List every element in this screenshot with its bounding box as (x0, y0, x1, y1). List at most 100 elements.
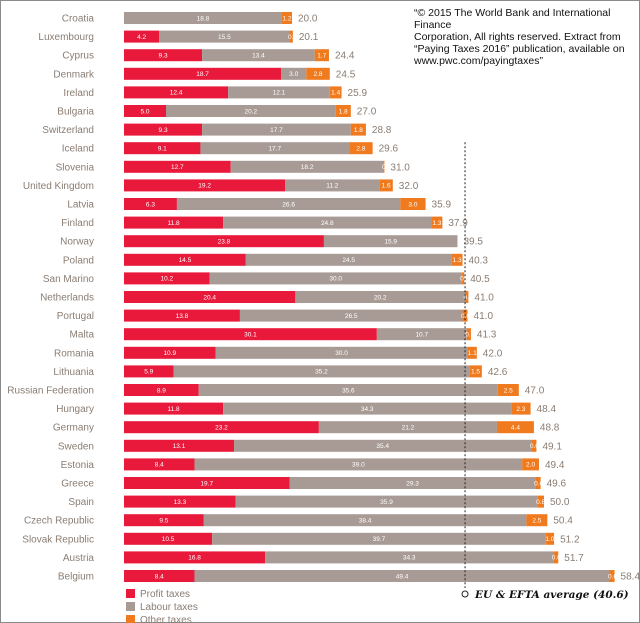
other-bar (609, 570, 615, 582)
bar-row: Russian Federation 8.9 35.6 2.5 47.0 (7, 384, 545, 397)
category-label: Ireland (63, 88, 94, 99)
legend-label: Profit taxes (140, 589, 190, 600)
total-label: 39.5 (463, 237, 483, 248)
other-bar (497, 384, 519, 396)
labour-value-label: 13.4 (252, 53, 265, 60)
profit-bar (124, 458, 195, 471)
bar-row: Slovak Republic 10.5 39.7 1.0 51.2 (22, 532, 580, 545)
profit-bar (124, 272, 210, 285)
other-value-label: 0.6 (608, 573, 617, 580)
category-label: United Kingdom (23, 181, 94, 192)
other-bar (553, 551, 559, 564)
profit-bar (124, 439, 235, 452)
profit-value-label: 14.5 (179, 257, 192, 264)
other-bar (281, 12, 292, 24)
labour-value-label: 30.0 (335, 350, 348, 357)
bar-row: Poland 14.5 24.5 1.3 40.3 (63, 253, 488, 266)
other-value-label: 0.6 (534, 480, 543, 487)
labour-bar (285, 179, 380, 192)
labour-value-label: 49.4 (396, 573, 409, 580)
other-bar (511, 402, 531, 415)
profit-value-label: 13.1 (173, 443, 186, 450)
labour-value-label: 39.7 (373, 536, 386, 543)
bar-row: Spain 13.3 35.9 0.8 50.0 (68, 495, 570, 508)
bar-row: Croatia 18.8 1.2 20.0 (62, 12, 318, 25)
total-label: 49.4 (545, 460, 565, 471)
labour-bar (203, 514, 527, 527)
other-bar (466, 328, 471, 341)
category-label: Estonia (61, 460, 95, 471)
other-bar (306, 67, 330, 80)
category-label: Czech Republic (24, 516, 94, 527)
total-label: 25.9 (348, 88, 368, 99)
labour-value-label: 17.7 (268, 146, 281, 153)
labour-bar (281, 67, 307, 80)
total-label: 24.4 (335, 51, 355, 62)
other-bar (535, 477, 541, 489)
profit-bar (124, 309, 240, 322)
category-label: Austria (63, 553, 95, 564)
other-bar (349, 142, 373, 155)
profit-bar (124, 384, 199, 396)
labour-bar (223, 216, 432, 229)
other-value-label: 1.2 (282, 15, 291, 22)
labour-bar (176, 198, 401, 210)
other-bar (461, 272, 465, 285)
profit-value-label: 23.2 (215, 425, 228, 432)
category-label: Lithuania (53, 367, 94, 378)
profit-value-label: 10.2 (161, 276, 174, 283)
labour-value-label: 26.5 (345, 313, 358, 320)
bar-row: Belgium 8.4 49.4 0.6 58.4 (58, 570, 640, 583)
profit-bar (124, 551, 266, 564)
total-label: 50.4 (553, 516, 573, 527)
labour-value-label: 10.7 (415, 332, 428, 339)
profit-value-label: 8.9 (157, 387, 166, 394)
bar-row: Greece 19.7 29.3 0.6 49.6 (61, 477, 567, 490)
bar-row: Finland 11.8 24.8 1.3 37.9 (61, 216, 468, 229)
labour-bar (295, 291, 466, 303)
labour-value-label: 15.5 (218, 34, 231, 41)
labour-value-label: 20.2 (374, 294, 387, 301)
labour-value-label: 30.0 (329, 276, 342, 283)
other-bar (383, 160, 385, 173)
other-bar (545, 532, 555, 545)
other-value-label: 2.8 (356, 146, 365, 153)
profit-bar (124, 291, 296, 303)
profit-bar (124, 532, 213, 545)
copyright-notice: “© 2015 The World Bank and International… (414, 7, 636, 67)
total-label: 50.0 (550, 497, 570, 508)
profit-value-label: 9.3 (159, 127, 168, 134)
other-value-label: 2.8 (314, 71, 323, 78)
profit-value-label: 9.3 (159, 53, 168, 60)
legend-swatch (126, 615, 135, 623)
bar-row: Malta 30.1 10.7 0.5 41.3 (70, 328, 497, 341)
bar-row: Ireland 12.4 12.1 1.4 25.9 (63, 86, 367, 99)
total-label: 28.8 (372, 125, 392, 136)
profit-value-label: 11.8 (167, 220, 180, 227)
bar-row: Switzerland 9.3 17.7 1.8 28.8 (42, 123, 392, 136)
other-value-label: 0.1 (382, 164, 391, 171)
other-value-label: 3.0 (408, 201, 417, 208)
profit-bar (124, 198, 177, 210)
bar-row: Hungary 11.8 34.3 2.3 48.4 (56, 402, 556, 415)
labour-value-label: 18.8 (197, 15, 210, 22)
profit-value-label: 23.8 (218, 239, 231, 246)
category-label: Malta (70, 330, 95, 341)
total-label: 20.1 (299, 32, 319, 43)
labour-value-label: 34.3 (361, 406, 374, 413)
labour-bar (230, 160, 384, 173)
other-value-label: 0.4 (288, 34, 297, 41)
legend-swatch (126, 602, 135, 611)
other-bar (314, 49, 329, 62)
other-value-label: 4.4 (511, 425, 520, 432)
category-label: Romania (54, 348, 94, 359)
bar-row: Denmark 18.7 3.0 2.8 24.5 (53, 67, 356, 80)
category-label: Netherlands (40, 293, 94, 304)
legend: Profit taxes Labour taxes Other taxes (126, 589, 198, 623)
bar-row: Cyprus 9.3 13.4 1.7 24.4 (62, 49, 355, 62)
profit-value-label: 20.4 (203, 294, 216, 301)
profit-value-label: 6.3 (146, 201, 155, 208)
category-label: Slovak Republic (22, 534, 94, 545)
profit-value-label: 9.1 (158, 146, 167, 153)
